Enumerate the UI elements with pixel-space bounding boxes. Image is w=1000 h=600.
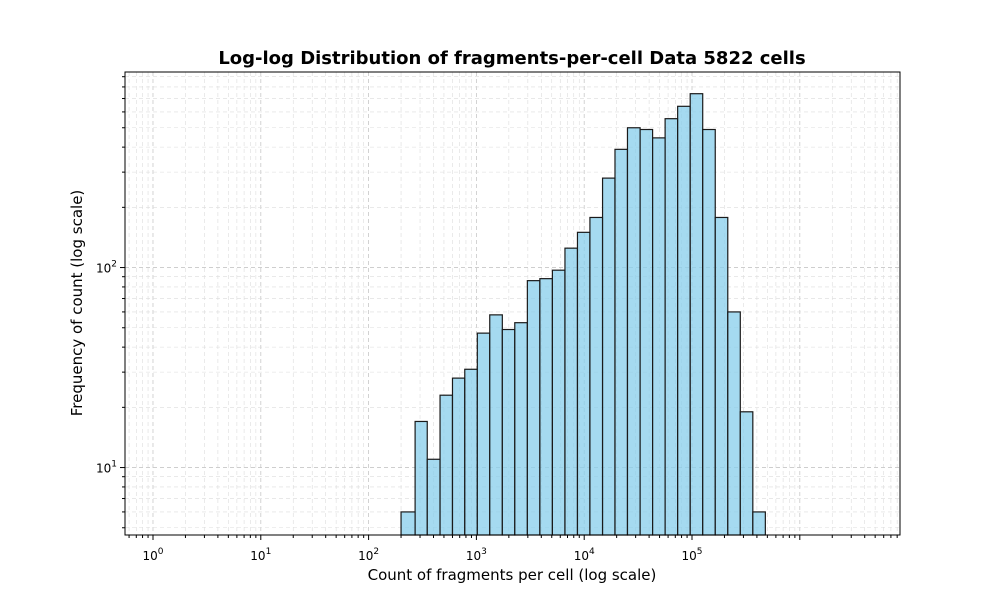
histogram-bar bbox=[651, 137, 666, 536]
x-axis-label: Count of fragments per cell (log scale) bbox=[368, 566, 657, 584]
x-tick-label: 105 bbox=[681, 547, 702, 563]
histogram-bar bbox=[576, 231, 591, 536]
histogram-bar bbox=[400, 511, 416, 536]
histogram-bar bbox=[451, 377, 466, 536]
histogram-bar bbox=[589, 216, 604, 536]
plot-frame bbox=[124, 71, 901, 536]
histogram-bar bbox=[414, 420, 428, 536]
histogram-bar bbox=[439, 394, 454, 536]
histogram-bar bbox=[489, 314, 503, 536]
histogram-bar bbox=[564, 247, 579, 536]
histogram-bar bbox=[614, 148, 629, 536]
x-tick-label: 101 bbox=[250, 547, 271, 563]
ticks: 100 101 102 103 104 105 101 102 bbox=[96, 76, 898, 563]
histogram-bar bbox=[689, 93, 704, 536]
y-tick-label: 102 bbox=[96, 260, 117, 276]
histogram-bar bbox=[714, 216, 729, 536]
x-tick-label: 104 bbox=[574, 547, 595, 563]
histogram-bar bbox=[526, 280, 541, 536]
histogram-bar bbox=[601, 177, 616, 536]
histogram-bar bbox=[752, 511, 766, 536]
histogram-bar bbox=[702, 128, 716, 536]
y-axis-label: Frequency of count (log scale) bbox=[68, 190, 86, 417]
histogram-bar bbox=[739, 411, 754, 536]
histogram-bar bbox=[664, 118, 679, 536]
y-tick-label: 101 bbox=[96, 460, 117, 476]
bars bbox=[400, 93, 766, 536]
histogram-bar bbox=[501, 328, 516, 536]
histogram-bar bbox=[464, 368, 478, 536]
histogram-bar bbox=[677, 105, 691, 536]
x-tick-label: 100 bbox=[142, 547, 163, 563]
histogram-bar bbox=[727, 311, 741, 536]
histogram-bar bbox=[476, 332, 491, 536]
histogram-bar bbox=[551, 269, 566, 536]
histogram-bar bbox=[626, 127, 641, 536]
histogram-bar bbox=[639, 128, 654, 536]
x-tick-label: 103 bbox=[466, 547, 487, 563]
chart-title: Log-log Distribution of fragments-per-ce… bbox=[218, 48, 805, 69]
histogram-bar bbox=[426, 458, 441, 536]
histogram-bar bbox=[539, 278, 553, 536]
x-tick-label: 102 bbox=[358, 547, 379, 563]
histogram-bar bbox=[514, 322, 528, 536]
